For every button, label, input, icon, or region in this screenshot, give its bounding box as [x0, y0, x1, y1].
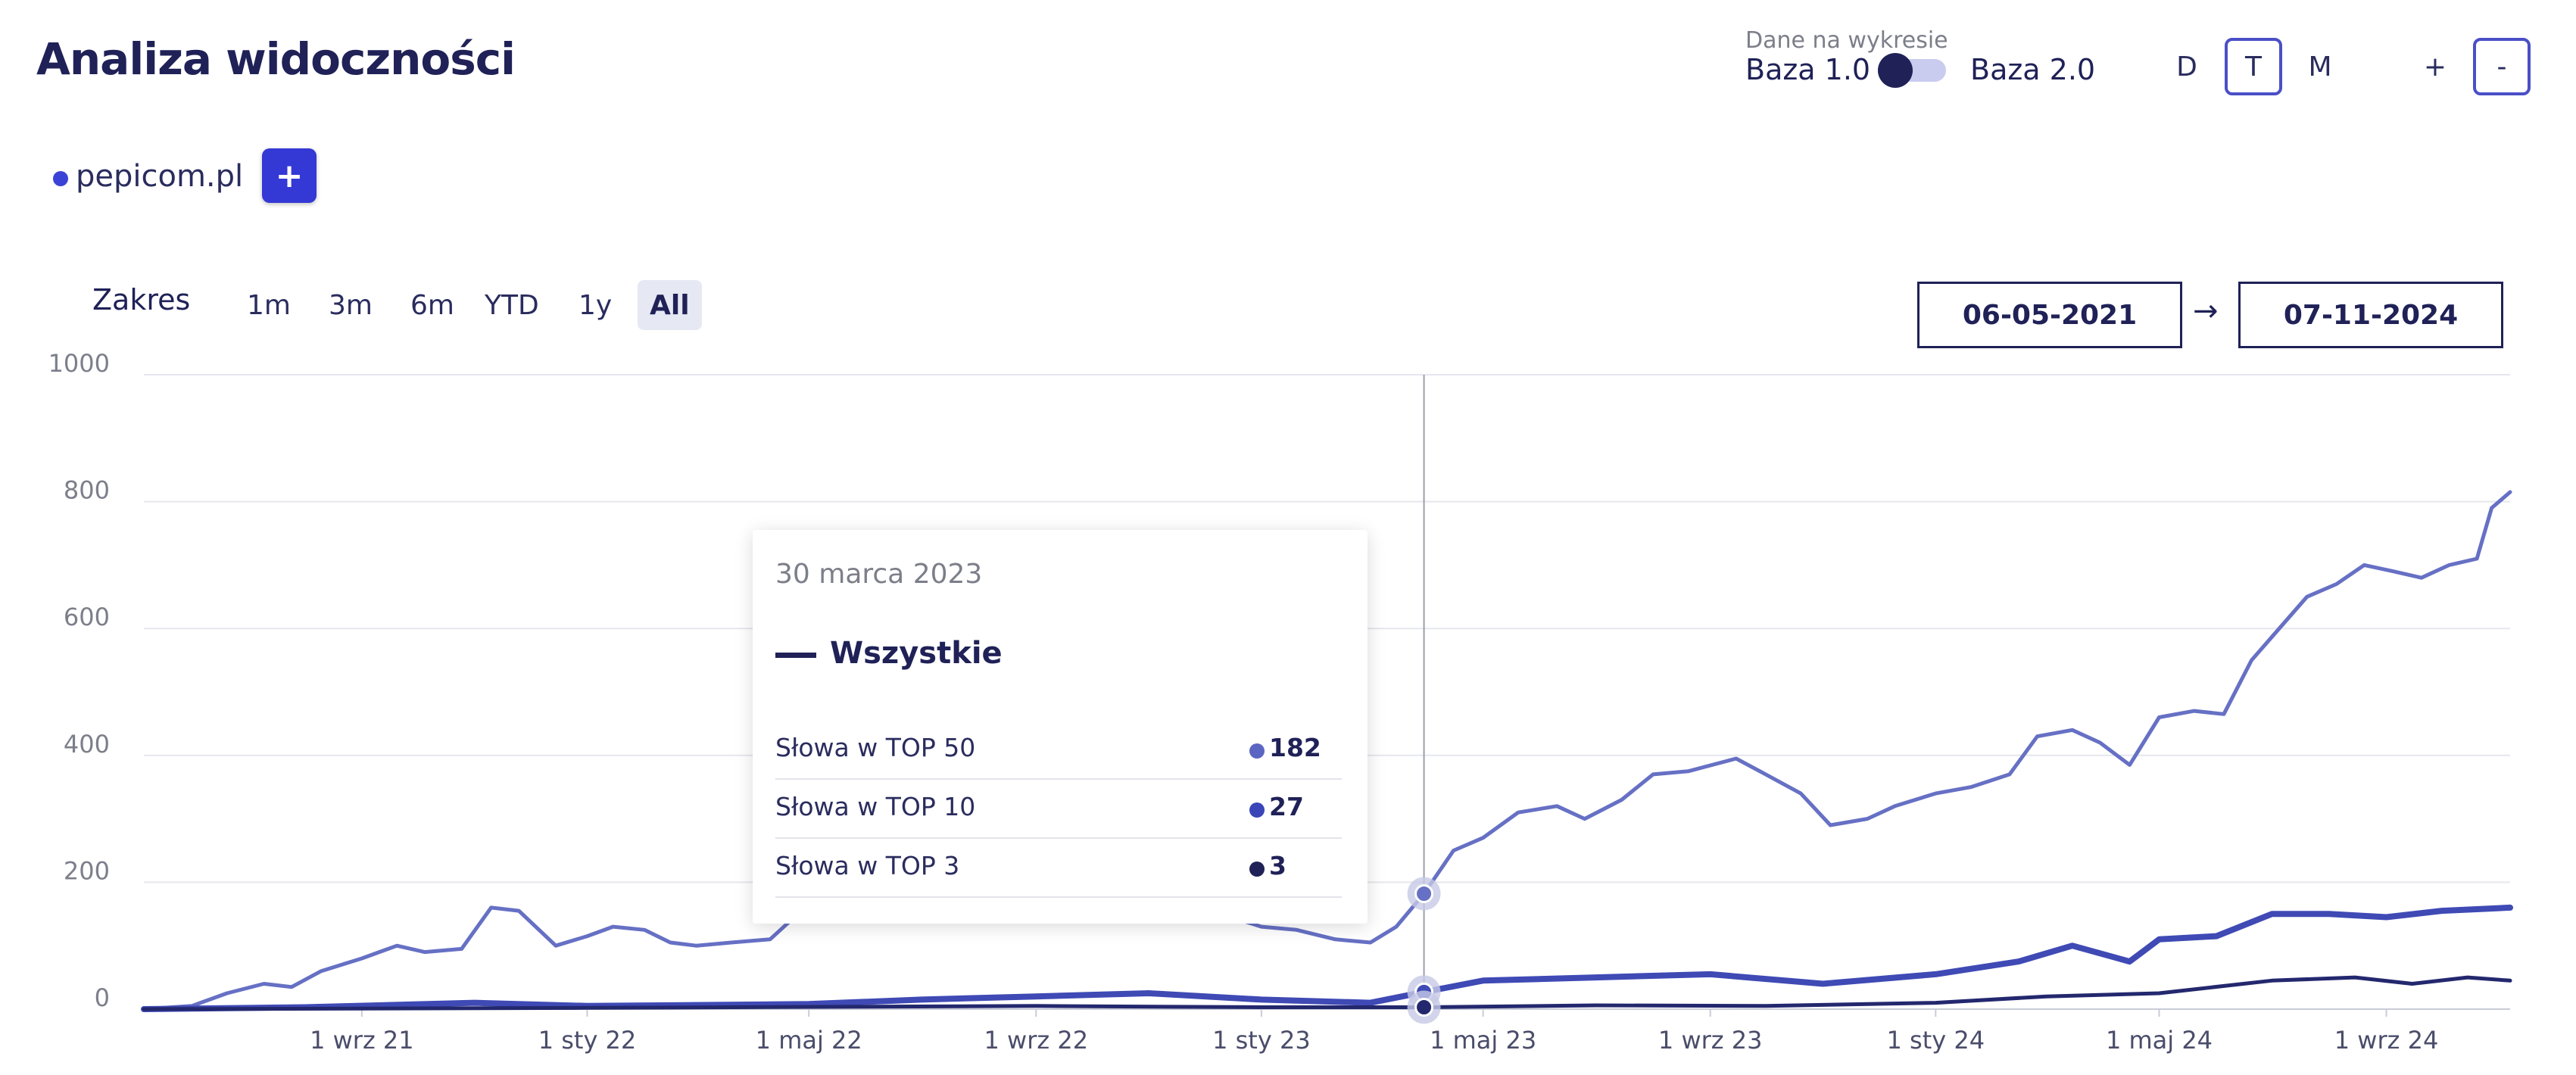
tooltip-row-value: 182 [1269, 733, 1321, 762]
data-source-caption: Dane na wykresie [1745, 27, 1948, 54]
domain-color-dot [53, 171, 68, 186]
period-month-button[interactable]: M [2308, 51, 2332, 83]
tooltip-row-label: Słowa w TOP 10 [775, 792, 976, 821]
date-from-input[interactable]: 06-05-2021 [1917, 282, 2182, 348]
tooltip-row-label: Słowa w TOP 3 [775, 851, 960, 880]
tooltip-series-name: Wszystkie [830, 636, 1003, 671]
base-toggle-switch[interactable] [1878, 53, 1946, 88]
highlight-point [1414, 883, 1434, 903]
visibility-line-chart[interactable]: 0 200 400 600 800 1000 1 wrz 21 1 sty 22 1 maj … [0, 348, 2576, 1075]
base-2-label: Baza 2.0 [1970, 53, 2096, 86]
range-all-button[interactable]: All [638, 280, 702, 330]
period-week-button[interactable]: T [2225, 38, 2282, 95]
chart-tooltip: 30 marca 2023 Wszystkie Słowa w TOP 50 1… [753, 530, 1368, 924]
tooltip-row-top10: Słowa w TOP 10 27 [775, 778, 1342, 839]
series-line-top3 [142, 975, 2512, 1011]
highlight-markers [1407, 877, 1441, 1024]
range-1y-button[interactable]: 1y [579, 289, 613, 321]
x-tick-label: 1 maj 24 [2106, 1026, 2213, 1055]
x-tick-label: 1 sty 22 [538, 1026, 637, 1055]
y-tick-label: 1000 [48, 349, 110, 378]
range-1m-button[interactable]: 1m [247, 289, 291, 321]
page-title: Analiza widoczności [36, 33, 516, 85]
toggle-knob [1878, 53, 1913, 88]
y-tick-label: 800 [64, 476, 110, 505]
y-tick-label: 200 [64, 856, 110, 885]
x-tick-label: 1 wrz 24 [2334, 1026, 2439, 1055]
y-tick-label: 400 [64, 730, 110, 759]
tooltip-row-dot [1249, 802, 1265, 818]
x-tick-label: 1 wrz 22 [984, 1026, 1089, 1055]
series-line-top10 [141, 904, 2513, 1012]
tooltip-row-top50: Słowa w TOP 50 182 [775, 719, 1342, 780]
highlight-point [1414, 997, 1434, 1017]
period-day-button[interactable]: D [2176, 51, 2197, 83]
tooltip-row-label: Słowa w TOP 50 [775, 733, 976, 762]
tooltip-row-value: 3 [1269, 851, 1286, 880]
series-lines [141, 490, 2513, 1012]
range-6m-button[interactable]: 6m [410, 289, 454, 321]
range-3m-button[interactable]: 3m [329, 289, 373, 321]
range-label: Zakres [92, 283, 191, 316]
x-axis-ticks: 1 wrz 21 1 sty 22 1 maj 22 1 wrz 22 1 sty 23… [310, 1009, 2438, 1055]
tooltip-row-value: 27 [1269, 792, 1304, 821]
y-tick-label: 600 [64, 603, 110, 631]
x-tick-label: 1 wrz 21 [310, 1026, 414, 1055]
x-tick-label: 1 sty 23 [1212, 1026, 1311, 1055]
add-domain-button[interactable]: + [262, 148, 317, 203]
date-to-input[interactable]: 07-11-2024 [2238, 282, 2503, 348]
tooltip-row-top3: Słowa w TOP 3 3 [775, 837, 1342, 898]
date-range-arrow: → [2193, 294, 2219, 329]
tooltip-row-dot [1249, 862, 1265, 877]
range-ytd-button[interactable]: YTD [485, 289, 539, 321]
tooltip-date: 30 marca 2023 [775, 559, 983, 590]
x-tick-label: 1 wrz 23 [1658, 1026, 1763, 1055]
base-1-label: Baza 1.0 [1745, 53, 1871, 86]
zoom-out-button[interactable]: - [2473, 38, 2531, 95]
series-line-top50 [142, 490, 2512, 1011]
x-tick-label: 1 sty 24 [1887, 1026, 1985, 1055]
y-tick-label: 0 [95, 983, 110, 1012]
x-tick-label: 1 maj 23 [1430, 1026, 1536, 1055]
domain-label: pepicom.pl [76, 159, 244, 194]
y-axis-ticks: 0 200 400 600 800 1000 [48, 349, 110, 1012]
tooltip-row-dot [1249, 743, 1265, 759]
zoom-in-button[interactable]: + [2423, 51, 2447, 83]
tooltip-series-swatch [775, 653, 816, 658]
x-tick-label: 1 maj 22 [756, 1026, 862, 1055]
